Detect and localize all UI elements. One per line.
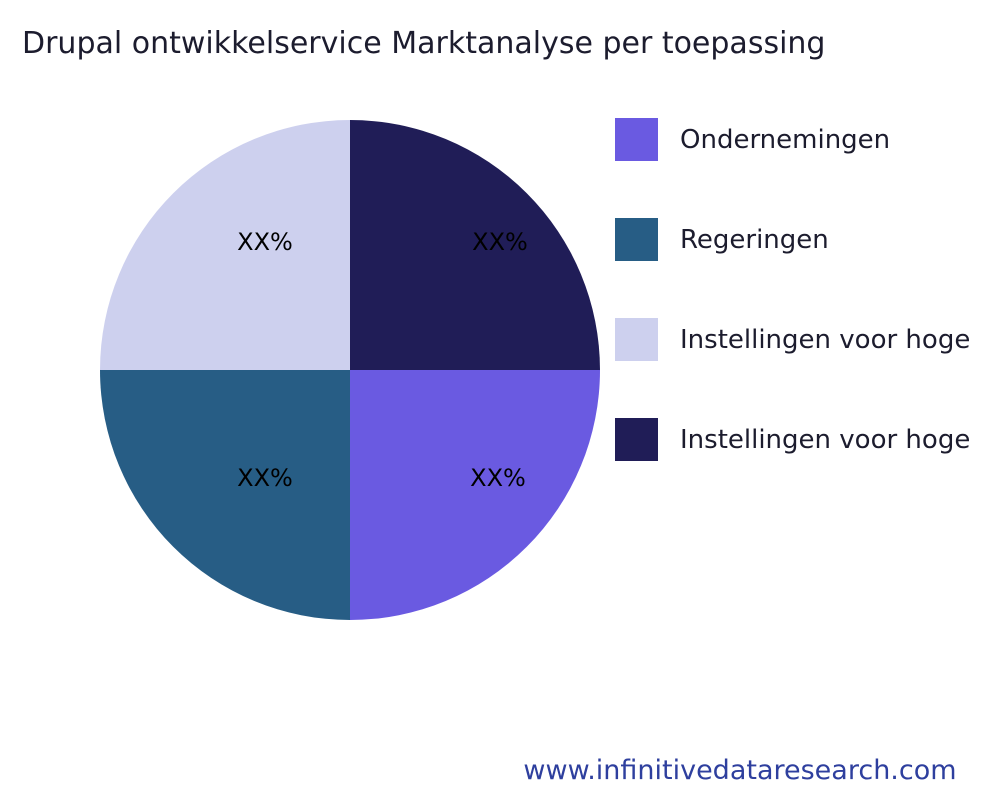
chart-title: Drupal ontwikkelservice Marktanalyse per…: [22, 26, 826, 61]
legend-item: Regeringen: [615, 218, 970, 261]
legend-swatch-instellingen-licht: [615, 318, 658, 361]
legend-item: Instellingen voor hoge: [615, 418, 970, 461]
legend-swatch-instellingen-donker: [615, 418, 658, 461]
pie-slice-label-bottom-left: XX%: [237, 464, 293, 492]
legend-swatch-ondernemingen: [615, 118, 658, 161]
legend-swatch-regeringen: [615, 218, 658, 261]
legend-label: Instellingen voor hoge: [680, 324, 971, 355]
pie-chart: [100, 120, 600, 620]
legend-item: Instellingen voor hoge: [615, 318, 970, 361]
pie-slice-label-top-right: XX%: [472, 228, 528, 256]
legend-label: Ondernemingen: [680, 124, 891, 155]
website-link[interactable]: www.infinitivedataresearch.com: [523, 755, 957, 786]
legend: Ondernemingen Regeringen Instellingen vo…: [615, 118, 970, 461]
pie-slice-label-top-left: XX%: [237, 228, 293, 256]
pie-slice-label-bottom-right: XX%: [470, 464, 526, 492]
legend-label: Instellingen voor hoge: [680, 424, 971, 455]
legend-label: Regeringen: [680, 224, 829, 255]
legend-item: Ondernemingen: [615, 118, 970, 161]
